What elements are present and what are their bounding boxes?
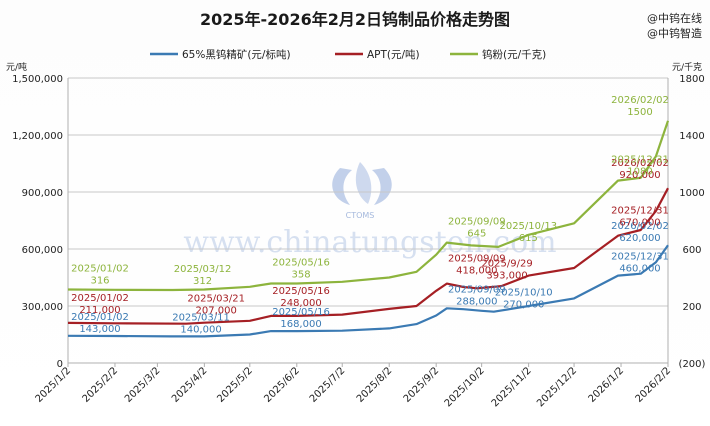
y-left-unit: 元/吨	[6, 61, 27, 73]
annotations: 2025/01/02143,0002025/03/11140,0002025/0…	[71, 95, 669, 336]
annotation-value: 288,000	[456, 296, 497, 307]
y-right-tick-label: (200)	[679, 359, 706, 370]
annotation-value: 316	[90, 275, 109, 286]
series-line	[67, 120, 670, 292]
watermark-logo-left-icon	[332, 168, 352, 205]
annotation-date: 2025/09/09	[448, 284, 506, 295]
annotation-value: 645	[467, 229, 486, 240]
y-right-tick-label: 200	[682, 302, 701, 313]
y-left-tick-label: 1,200,000	[12, 131, 63, 142]
annotation-date: 2025/03/21	[187, 294, 245, 305]
x-tick-label: 2025/6/2	[262, 365, 302, 405]
annotation-date: 2026/02/02	[611, 158, 669, 169]
watermark-logo-right-icon	[372, 168, 392, 205]
y-left-tick-label: 600,000	[22, 245, 63, 256]
legend-label: 钨粉(元/千克)	[482, 48, 546, 61]
y-left-tick-label: 0	[57, 359, 63, 370]
annotation-date: 2025/10/13	[499, 221, 557, 232]
y-left-tick-label: 1,500,000	[12, 74, 63, 85]
y-right-tick-label: 1800	[679, 74, 704, 85]
legend-label: 65%黑钨精矿(元/标吨)	[182, 48, 291, 61]
y-right-tick-label: 1000	[679, 188, 704, 199]
x-tick-label: 2025/11/2	[490, 365, 534, 409]
annotation-date: 2025/05/16	[272, 286, 330, 297]
annotation-date: 2025/10/10	[495, 288, 553, 299]
x-tick-label: 2025/5/2	[215, 365, 255, 405]
x-tick-label: 2025/8/2	[355, 365, 395, 405]
watermark: CTOMS www.chinatungsten.com	[183, 162, 557, 260]
annotation-value: 207,000	[196, 306, 237, 317]
x-tick-label: 2025/3/2	[123, 365, 163, 405]
legend: 65%黑钨精矿(元/标吨) APT(元/吨) 钨粉(元/千克)	[150, 48, 546, 61]
x-tick-label: 2025/10/2	[443, 365, 487, 409]
x-tick-label: 2025/4/2	[170, 365, 210, 405]
x-tick-label: 2025/7/2	[308, 365, 348, 405]
annotation-date: 2025/05/16	[272, 307, 330, 318]
y-right-tick-label: 600	[682, 245, 701, 256]
y-left-tick-label: 300,000	[22, 302, 63, 313]
x-tick-label: 2025/1/2	[34, 365, 74, 405]
annotation-value: 143,000	[79, 324, 120, 335]
annotation-value: 418,000	[456, 266, 497, 277]
watermark-url: www.chinatungsten.com	[183, 225, 556, 260]
annotation-value: 248,000	[280, 298, 321, 309]
annotation-value: 312	[193, 276, 212, 287]
annotation-date: 2026/02/02	[611, 95, 669, 106]
y-left-tick-label: 900,000	[22, 188, 63, 199]
annotation-value: 358	[291, 269, 310, 280]
watermark-logo-text: CTOMS	[346, 211, 375, 220]
annotation-value: 1080	[627, 167, 652, 178]
annotation-value: 393,000	[486, 270, 527, 281]
annotation-date: 2025/09/09	[448, 217, 506, 228]
annotation-date: 2026/02/02	[611, 221, 669, 232]
annotation-date: 2025/12/31	[611, 206, 669, 217]
legend-label: APT(元/吨)	[367, 48, 420, 61]
annotation-date: 2025/12/31	[611, 252, 669, 263]
annotation-date: 2025/12/31	[611, 155, 669, 166]
annotation-value: 270,000	[503, 300, 544, 311]
x-tick-label: 2025/9/2	[402, 365, 442, 405]
annotation-value: 920,000	[619, 170, 660, 181]
annotation-value: 168,000	[280, 319, 321, 330]
series-line	[67, 244, 669, 338]
annotation-date: 2025/01/02	[71, 263, 129, 274]
brand-label-1: @中钨在线	[647, 12, 702, 25]
annotation-date: 2025/01/02	[71, 312, 129, 323]
y-right-unit: 元/千克	[672, 62, 702, 73]
x-tick-label: 2025/2/2	[81, 365, 121, 405]
annotation-date: 2025/9/29	[481, 258, 532, 269]
annotation-date: 2025/03/11	[172, 312, 230, 323]
x-tick-label: 2026/2/2	[634, 365, 674, 405]
y-right-tick-label: 1400	[679, 131, 704, 142]
annotation-value: 615	[519, 233, 538, 244]
annotation-value: 460,000	[619, 264, 660, 275]
annotation-value: 211,000	[79, 305, 120, 316]
watermark-logo-mid-icon	[355, 162, 372, 204]
x-tick-label: 2025/12/2	[535, 365, 579, 409]
brand-label-2: @中钨智造	[647, 27, 702, 40]
annotation-date: 2025/09/09	[448, 254, 506, 265]
annotation-date: 2025/05/16	[272, 257, 330, 268]
x-tick-label: 2026/1/2	[587, 365, 627, 405]
series-line	[67, 187, 669, 325]
chart-title: 2025年-2026年2月2日钨制品价格走势图	[200, 10, 510, 29]
annotation-value: 1500	[627, 107, 652, 118]
annotation-value: 140,000	[180, 324, 221, 335]
annotation-value: 620,000	[619, 233, 660, 244]
annotation-date: 2025/03/12	[174, 264, 232, 275]
annotation-date: 2025/01/02	[71, 293, 129, 304]
annotation-value: 670,000	[619, 218, 660, 229]
series-lines	[67, 120, 670, 338]
